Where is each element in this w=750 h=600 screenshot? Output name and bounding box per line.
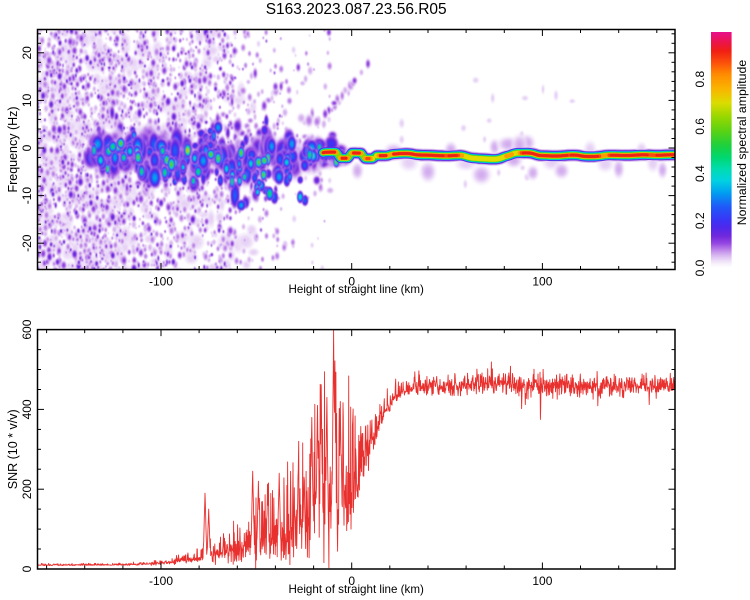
svg-text:Height of straight line (km): Height of straight line (km): [289, 283, 424, 296]
svg-text:0.6: 0.6: [693, 118, 707, 135]
svg-text:100: 100: [532, 274, 552, 288]
svg-text:0: 0: [348, 574, 355, 588]
svg-text:0.0: 0.0: [693, 259, 707, 276]
svg-text:-10: -10: [20, 187, 34, 205]
svg-text:Frequency (Hz): Frequency (Hz): [6, 106, 20, 192]
svg-text:0: 0: [348, 274, 355, 288]
svg-text:S163.2023.087.23.56.R05: S163.2023.087.23.56.R05: [266, 1, 447, 18]
svg-text:10: 10: [20, 93, 34, 107]
svg-text:0.8: 0.8: [693, 71, 707, 88]
svg-text:Normalized spectral amplitude: Normalized spectral amplitude: [735, 60, 749, 226]
svg-text:Height of straight line (km): Height of straight line (km): [289, 583, 424, 596]
svg-text:100: 100: [532, 574, 552, 588]
svg-text:0.4: 0.4: [693, 165, 707, 182]
svg-text:0.2: 0.2: [693, 212, 707, 229]
svg-text:600: 600: [20, 319, 34, 339]
svg-text:0: 0: [20, 144, 34, 151]
svg-text:-100: -100: [149, 274, 173, 288]
svg-text:SNR (10 * v/v): SNR (10 * v/v): [6, 409, 20, 489]
svg-text:0: 0: [20, 565, 34, 572]
svg-text:-100: -100: [149, 574, 173, 588]
svg-text:20: 20: [20, 46, 34, 60]
svg-text:200: 200: [20, 479, 34, 499]
svg-text:400: 400: [20, 399, 34, 419]
svg-text:-20: -20: [20, 234, 34, 252]
